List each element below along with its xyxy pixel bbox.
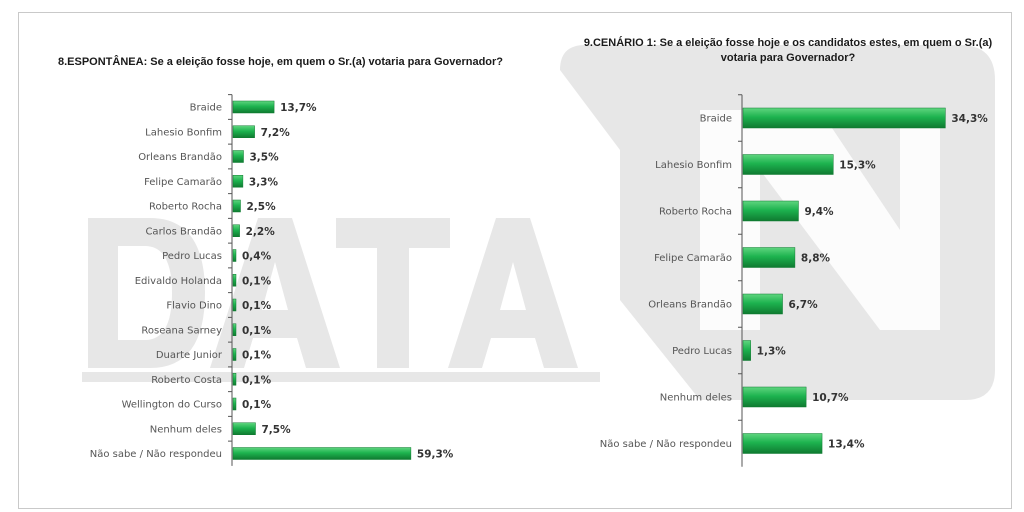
category-label: Orleans Brandão — [648, 300, 732, 311]
category-label: Roberto Rocha — [149, 202, 222, 213]
bar — [742, 340, 751, 361]
data-label: 3,5% — [250, 152, 280, 164]
data-label: 8,8% — [801, 253, 831, 265]
data-label: 0,1% — [242, 325, 272, 337]
bar — [232, 298, 237, 312]
data-label: 3,3% — [249, 176, 279, 188]
bar — [232, 100, 275, 114]
bar — [742, 154, 834, 175]
bar — [742, 247, 796, 268]
data-label: 59,3% — [417, 449, 454, 461]
bar — [232, 274, 237, 287]
data-label: 2,2% — [246, 226, 276, 238]
bar — [742, 386, 807, 408]
bar — [232, 397, 237, 411]
watermark-letter-t — [336, 218, 450, 368]
bar — [232, 150, 244, 163]
data-label: 7,5% — [262, 424, 292, 436]
watermark-letter-a1 — [210, 218, 340, 368]
bar — [232, 175, 244, 188]
category-label: Wellington do Curso — [122, 400, 222, 411]
category-label: Não sabe / Não respondeu — [600, 439, 732, 450]
bar — [232, 348, 237, 361]
data-label: 6,7% — [789, 299, 819, 311]
bar — [232, 125, 255, 138]
category-label: Lahesio Bonfim — [145, 127, 222, 138]
bar — [232, 373, 237, 386]
bar — [742, 433, 823, 454]
category-label: Duarte Junior — [156, 350, 223, 361]
category-label: Não sabe / Não respondeu — [90, 449, 222, 460]
category-label: Braide — [190, 103, 222, 114]
category-label: Nenhum deles — [150, 424, 222, 435]
data-label: 15,3% — [839, 160, 876, 172]
bar — [742, 293, 783, 315]
data-label: 0,1% — [242, 399, 272, 411]
data-label: 9,4% — [804, 206, 834, 218]
data-label: 2,5% — [247, 201, 277, 213]
data-label: 13,7% — [280, 102, 317, 114]
data-label: 1,3% — [757, 346, 787, 358]
data-label: 7,2% — [261, 127, 291, 139]
chart-title-spontaneous: 8.ESPONTÂNEA: Se a eleição fosse hoje, e… — [58, 56, 504, 68]
category-label: Carlos Brandão — [145, 226, 222, 237]
category-label: Roberto Rocha — [659, 207, 732, 218]
data-label: 10,7% — [812, 392, 849, 404]
data-label: 13,4% — [828, 439, 865, 451]
bar — [232, 447, 412, 460]
category-label: Felipe Camarão — [654, 253, 732, 264]
category-label: Nenhum deles — [660, 393, 732, 404]
category-label: Flavio Dino — [166, 301, 222, 312]
data-label: 34,3% — [951, 113, 988, 125]
bar — [742, 200, 799, 222]
watermark-underline — [82, 372, 600, 382]
data-label: 0,1% — [242, 374, 272, 386]
category-label: Roseana Sarney — [141, 325, 222, 336]
category-label: Lahesio Bonfim — [655, 160, 732, 171]
category-label: Orleans Brandão — [138, 152, 222, 163]
category-label: Pedro Lucas — [162, 251, 222, 262]
watermark-letter-d — [88, 218, 205, 368]
data-label: 0,1% — [242, 350, 272, 362]
bar — [742, 107, 946, 129]
category-label: Roberto Costa — [151, 375, 222, 386]
bar — [232, 249, 237, 262]
data-label: 0,1% — [242, 275, 272, 287]
bar — [232, 422, 256, 435]
bar — [232, 323, 237, 336]
category-label: Edivaldo Holanda — [135, 276, 222, 287]
data-label: 0,1% — [242, 300, 272, 312]
category-label: Felipe Camarão — [144, 177, 222, 188]
watermark-letter-a2 — [448, 218, 578, 368]
chart-title-scenario-1: 9.CENÁRIO 1: Se a eleição fosse hoje e o… — [583, 37, 993, 64]
category-label: Braide — [700, 114, 732, 125]
data-label: 0,4% — [242, 251, 272, 263]
bar — [232, 224, 240, 237]
category-label: Pedro Lucas — [672, 346, 732, 357]
bar — [232, 199, 241, 213]
